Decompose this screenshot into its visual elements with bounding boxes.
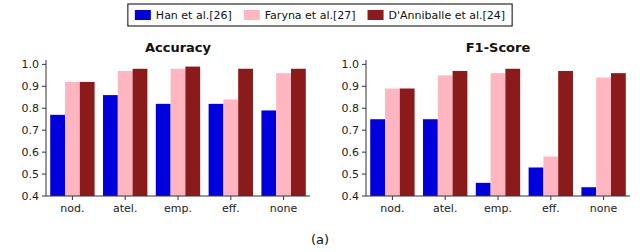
y-tick	[42, 64, 46, 65]
y-tick-label: 0.8	[342, 102, 360, 115]
y-tick-label: 0.5	[22, 168, 40, 181]
x-tick-label: atel.	[433, 202, 457, 215]
bars	[370, 69, 626, 196]
x-tick-label: emp.	[484, 202, 512, 215]
x-tick	[445, 196, 446, 200]
bar	[209, 104, 224, 196]
x-tick-label: eff.	[222, 202, 240, 215]
y-tick	[362, 86, 366, 87]
legend: Han et al.[26] Faryna et al.[27] D'Annibal…	[128, 4, 512, 26]
bar	[185, 67, 200, 196]
y-tick	[42, 86, 46, 87]
x-tick	[498, 196, 499, 200]
x-tick-label: emp.	[164, 202, 192, 215]
y-tick	[362, 64, 366, 65]
y-axis	[46, 60, 47, 196]
y-tick	[362, 174, 366, 175]
bar	[223, 99, 238, 196]
bar	[238, 69, 253, 196]
bar	[543, 157, 558, 196]
bar	[65, 82, 80, 196]
y-tick	[42, 108, 46, 109]
x-tick	[603, 196, 604, 200]
bar	[276, 73, 291, 196]
bar	[476, 183, 491, 196]
x-tick	[283, 196, 284, 200]
y-tick-label: 1.0	[342, 58, 360, 71]
bar	[80, 82, 95, 196]
bar	[385, 89, 400, 196]
legend-label: Han et al.[26]	[156, 9, 232, 22]
bar	[596, 78, 611, 196]
y-tick	[362, 130, 366, 131]
panel: 0.4 0.5 0.6 0.7 0.8 0.9 1.0 nod. atel. emp. eff. no…	[22, 40, 311, 252]
x-tick	[178, 196, 179, 200]
legend-swatch	[135, 10, 151, 20]
y-tick-label: 0.4	[22, 190, 40, 203]
y-tick-label: 0.7	[22, 124, 40, 137]
chart: 0.4 0.5 0.6 0.7 0.8 0.9 1.0 nod. atel. emp. eff. no…	[0, 0, 640, 252]
bar	[118, 71, 133, 196]
bar	[611, 73, 626, 196]
y-tick-label: 0.6	[22, 146, 40, 159]
legend-label: D'Anniballe et al.[24]	[389, 9, 506, 22]
x-tick-label: none	[590, 202, 618, 215]
x-tick-label: eff.	[542, 202, 560, 215]
legend-label: Faryna et al.[27]	[265, 9, 356, 22]
y-tick-label: 0.9	[342, 80, 360, 93]
bar	[400, 89, 415, 196]
y-tick	[362, 152, 366, 153]
y-tick-label: 0.6	[342, 146, 360, 159]
x-tick-label: nod.	[380, 202, 404, 215]
panel: 0.4 0.5 0.6 0.7 0.8 0.9 1.0 nod. atel. emp. eff. no…	[342, 40, 631, 252]
x-tick	[392, 196, 393, 200]
y-tick	[362, 196, 366, 197]
y-tick-label: 0.9	[22, 80, 40, 93]
bar	[370, 119, 385, 196]
legend-frame	[128, 4, 512, 26]
y-tick	[42, 174, 46, 175]
bar	[423, 119, 438, 196]
bar	[453, 71, 468, 196]
bar	[261, 110, 276, 196]
x-tick	[72, 196, 73, 200]
x-tick	[550, 196, 551, 200]
bar	[291, 69, 306, 196]
bar	[133, 69, 148, 196]
bar	[491, 73, 506, 196]
legend-swatch	[244, 10, 260, 20]
x-tick	[125, 196, 126, 200]
y-tick	[362, 108, 366, 109]
y-axis	[366, 60, 367, 196]
y-tick	[42, 196, 46, 197]
bar	[103, 95, 118, 196]
x-tick-label: none	[270, 202, 298, 215]
y-tick-label: 0.5	[342, 168, 360, 181]
y-tick	[42, 152, 46, 153]
bars	[50, 67, 306, 196]
y-tick-label: 1.0	[22, 58, 40, 71]
bar	[438, 75, 453, 196]
bar	[156, 104, 171, 196]
x-tick	[230, 196, 231, 200]
y-tick-label: 0.8	[22, 102, 40, 115]
title: F1-Score	[466, 40, 531, 55]
title: Accuracy	[145, 40, 212, 55]
bar	[50, 115, 65, 196]
bar	[581, 187, 596, 196]
bar	[558, 71, 573, 196]
bar	[505, 69, 520, 196]
x-tick-label: atel.	[113, 202, 137, 215]
y-tick	[42, 130, 46, 131]
x-tick-label: nod.	[60, 202, 84, 215]
y-tick-label: 0.4	[342, 190, 360, 203]
bar	[529, 167, 544, 196]
legend-swatch	[368, 10, 384, 20]
y-tick-label: 0.7	[342, 124, 360, 137]
bar	[171, 69, 186, 196]
x-axis-label: (a)	[311, 232, 329, 247]
